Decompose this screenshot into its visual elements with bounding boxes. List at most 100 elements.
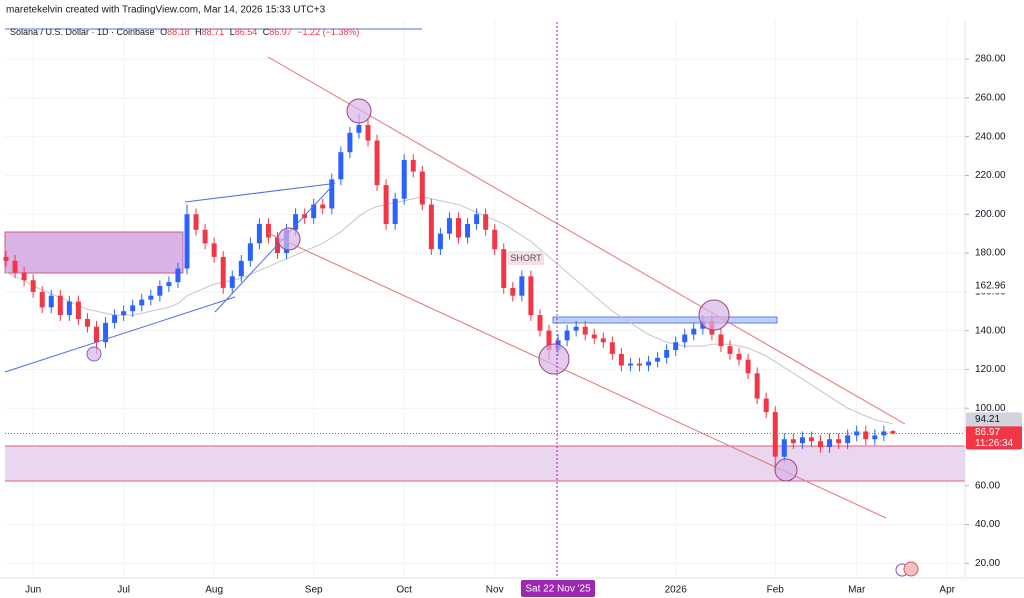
candle-body [754, 373, 760, 399]
annotation-text: SHORT [510, 253, 542, 263]
candle-body [329, 179, 335, 209]
candle-body [609, 342, 615, 354]
y-tick-label: 120.00 [975, 364, 1006, 375]
candle-body [338, 152, 344, 180]
price-label-box [966, 412, 1022, 427]
last-price-box [966, 425, 1022, 450]
change: −1.22 (−1.38%) [297, 27, 359, 37]
x-tick-label: Jun [25, 585, 41, 596]
candle-body [428, 204, 434, 250]
watermark-title: maretekelvin created with TradingView.co… [6, 5, 326, 16]
candle-body [347, 132, 353, 153]
y-tick-label: 20.00 [975, 558, 1000, 569]
symbol: Solana / U.S. Dollar · 1D · Coinbase [10, 27, 155, 37]
candle-body [799, 437, 805, 444]
candle-body [84, 318, 90, 327]
trend-line [184, 183, 331, 203]
ohlc-label: L [230, 27, 235, 37]
x-tick-label: Nov [486, 585, 504, 596]
candle-body [148, 295, 154, 300]
candle-body [736, 353, 742, 360]
candle-body [582, 326, 588, 335]
resistance-zone [4, 231, 184, 274]
candle-body [166, 282, 172, 287]
candle-body [374, 140, 380, 186]
candle-body [94, 326, 99, 343]
candle-body [256, 223, 262, 244]
candle-body [320, 204, 326, 209]
ohlc-label: O [160, 27, 167, 37]
countdown-label: 11:26:34 [975, 438, 1014, 449]
candle-body [3, 256, 9, 261]
ohlc-label: C [263, 27, 270, 37]
candle-body [528, 276, 534, 316]
y-tick-label: 260.00 [975, 93, 1006, 104]
candle-body [30, 280, 36, 292]
candle-body [501, 249, 507, 288]
candle-body [790, 439, 796, 444]
candle-body [12, 260, 18, 273]
candle-body [103, 322, 109, 343]
candle-body [573, 326, 579, 331]
x-tick-label: Aug [205, 585, 223, 596]
candle-body [845, 435, 851, 444]
candle-body [175, 268, 181, 283]
candle-body [691, 328, 697, 335]
candle-body [184, 214, 190, 269]
ohlc-value: 86.54 [235, 27, 258, 37]
candle-body [410, 159, 416, 172]
candle-body [311, 204, 317, 219]
price-label: 162.96 [975, 281, 1006, 292]
y-tick-label: 200.00 [975, 209, 1006, 220]
candle-body [446, 218, 452, 234]
candle-body [564, 330, 570, 341]
moving-average [5, 196, 894, 425]
candle-body [293, 214, 299, 230]
candle-body [365, 125, 371, 141]
candle-body [863, 431, 869, 440]
candle-body [211, 243, 217, 257]
candle-body [854, 431, 860, 436]
candle-body [112, 315, 118, 323]
candle-body [193, 214, 199, 230]
trend-line [214, 182, 336, 313]
candle-body [872, 435, 878, 440]
candle-body [818, 441, 823, 447]
candle-body [781, 439, 787, 457]
candle-body [392, 198, 398, 224]
last-price-label: 86.97 [975, 427, 1000, 438]
candle-body [627, 363, 633, 366]
candle-body [229, 276, 235, 288]
y-tick-label: 60.00 [975, 480, 1000, 491]
candle-body [401, 159, 407, 199]
x-tick-label: Oct [396, 585, 412, 596]
candle-body [465, 223, 471, 238]
candle-body [492, 229, 498, 250]
candle-body [727, 346, 733, 354]
x-tick-label: Apr [939, 585, 955, 596]
trend-line [4, 296, 236, 373]
y-tick-label: 100.00 [975, 403, 1006, 414]
axes: 20.0040.0060.0080.00100.00120.00140.0016… [25, 54, 1022, 597]
candle-body [456, 218, 461, 238]
candle-body [718, 334, 724, 347]
x-tick-label: Feb [767, 585, 785, 596]
candle-body [474, 214, 480, 224]
logo-icon [903, 561, 919, 577]
ohlc-value: 88.71 [202, 27, 225, 37]
level-box [552, 316, 778, 324]
y-tick-label: 40.00 [975, 519, 1000, 530]
candle-body [419, 171, 425, 205]
candle-body [202, 229, 208, 244]
legend: Solana / U.S. Dollar · 1D · Coinbase O88… [10, 27, 359, 37]
candle-body [600, 338, 606, 343]
candle-body [618, 353, 624, 366]
ohlc-value: 88.18 [167, 27, 190, 37]
candle-body [57, 295, 63, 316]
crosshair-date: Sat 22 Nov '25 [525, 584, 591, 595]
logo [895, 561, 919, 577]
price-label: 94.21 [975, 414, 1000, 425]
marker-circle [277, 227, 301, 251]
